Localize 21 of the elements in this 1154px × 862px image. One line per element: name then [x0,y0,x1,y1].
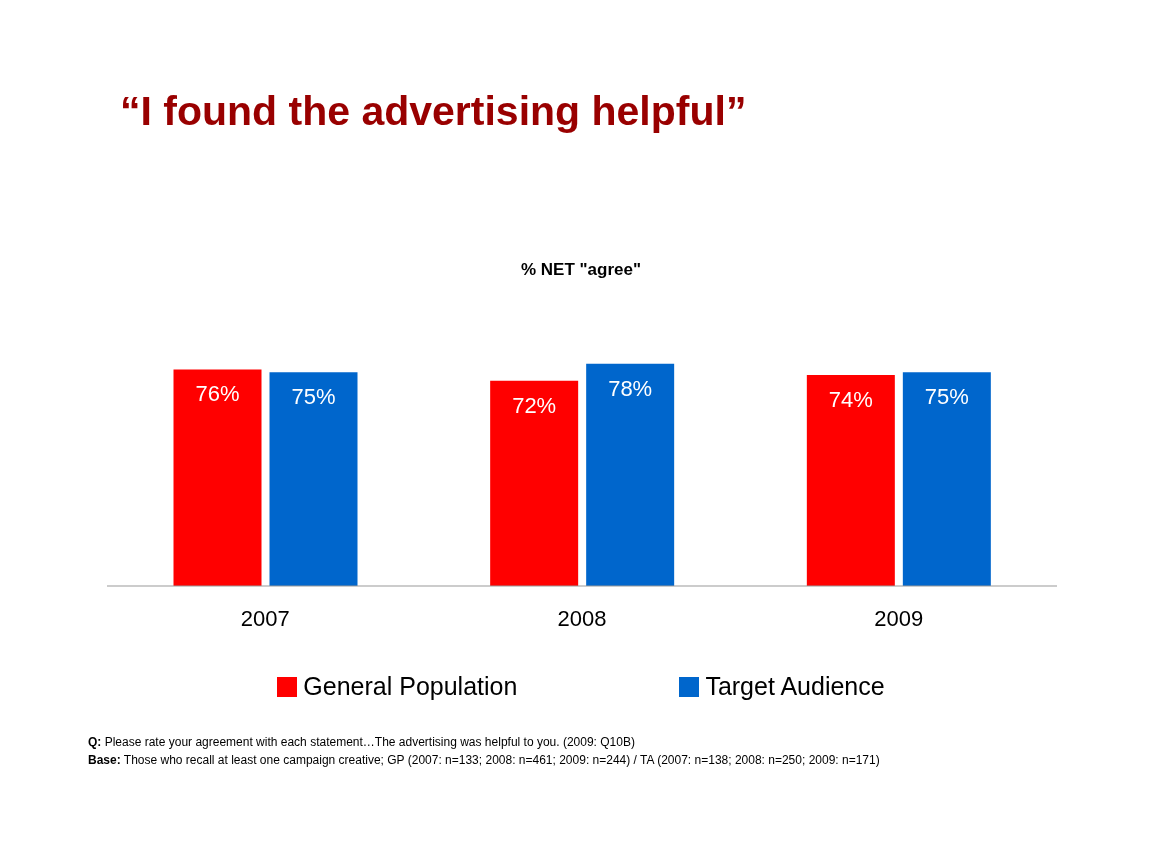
data-label: 75% [924,384,969,410]
bar [806,375,895,586]
chart-title: “I found the advertising helpful” [120,88,747,135]
data-label: 74% [828,387,873,413]
bar [902,372,991,586]
bar [269,372,358,586]
data-label: 75% [291,384,336,410]
bar [490,380,579,586]
legend-label: General Population [303,672,518,701]
text: Base: Those who recall at least one campaign creative; GP (2007: n=133; 2008: n=461; 2009: n=244) / TA (2007: n=138; 2008: n=250; 2009: n=171) [88,752,880,769]
data-label: 76% [195,381,240,407]
data-label: 78% [608,375,653,401]
chart-subtitle: % NET "agree" [519,260,642,280]
x-tick-label: 2009 [874,605,924,631]
x-tick-label: 2008 [557,605,607,631]
x-tick-label: 2007 [240,605,290,631]
bar [586,363,675,586]
bar [173,369,262,586]
data-label: 72% [512,392,557,418]
legend-label: Target Audience [705,672,885,701]
text: Q: Please rate your agreement with each statement…The advertising was helpful to you. (2009: Q10B) [88,734,636,751]
